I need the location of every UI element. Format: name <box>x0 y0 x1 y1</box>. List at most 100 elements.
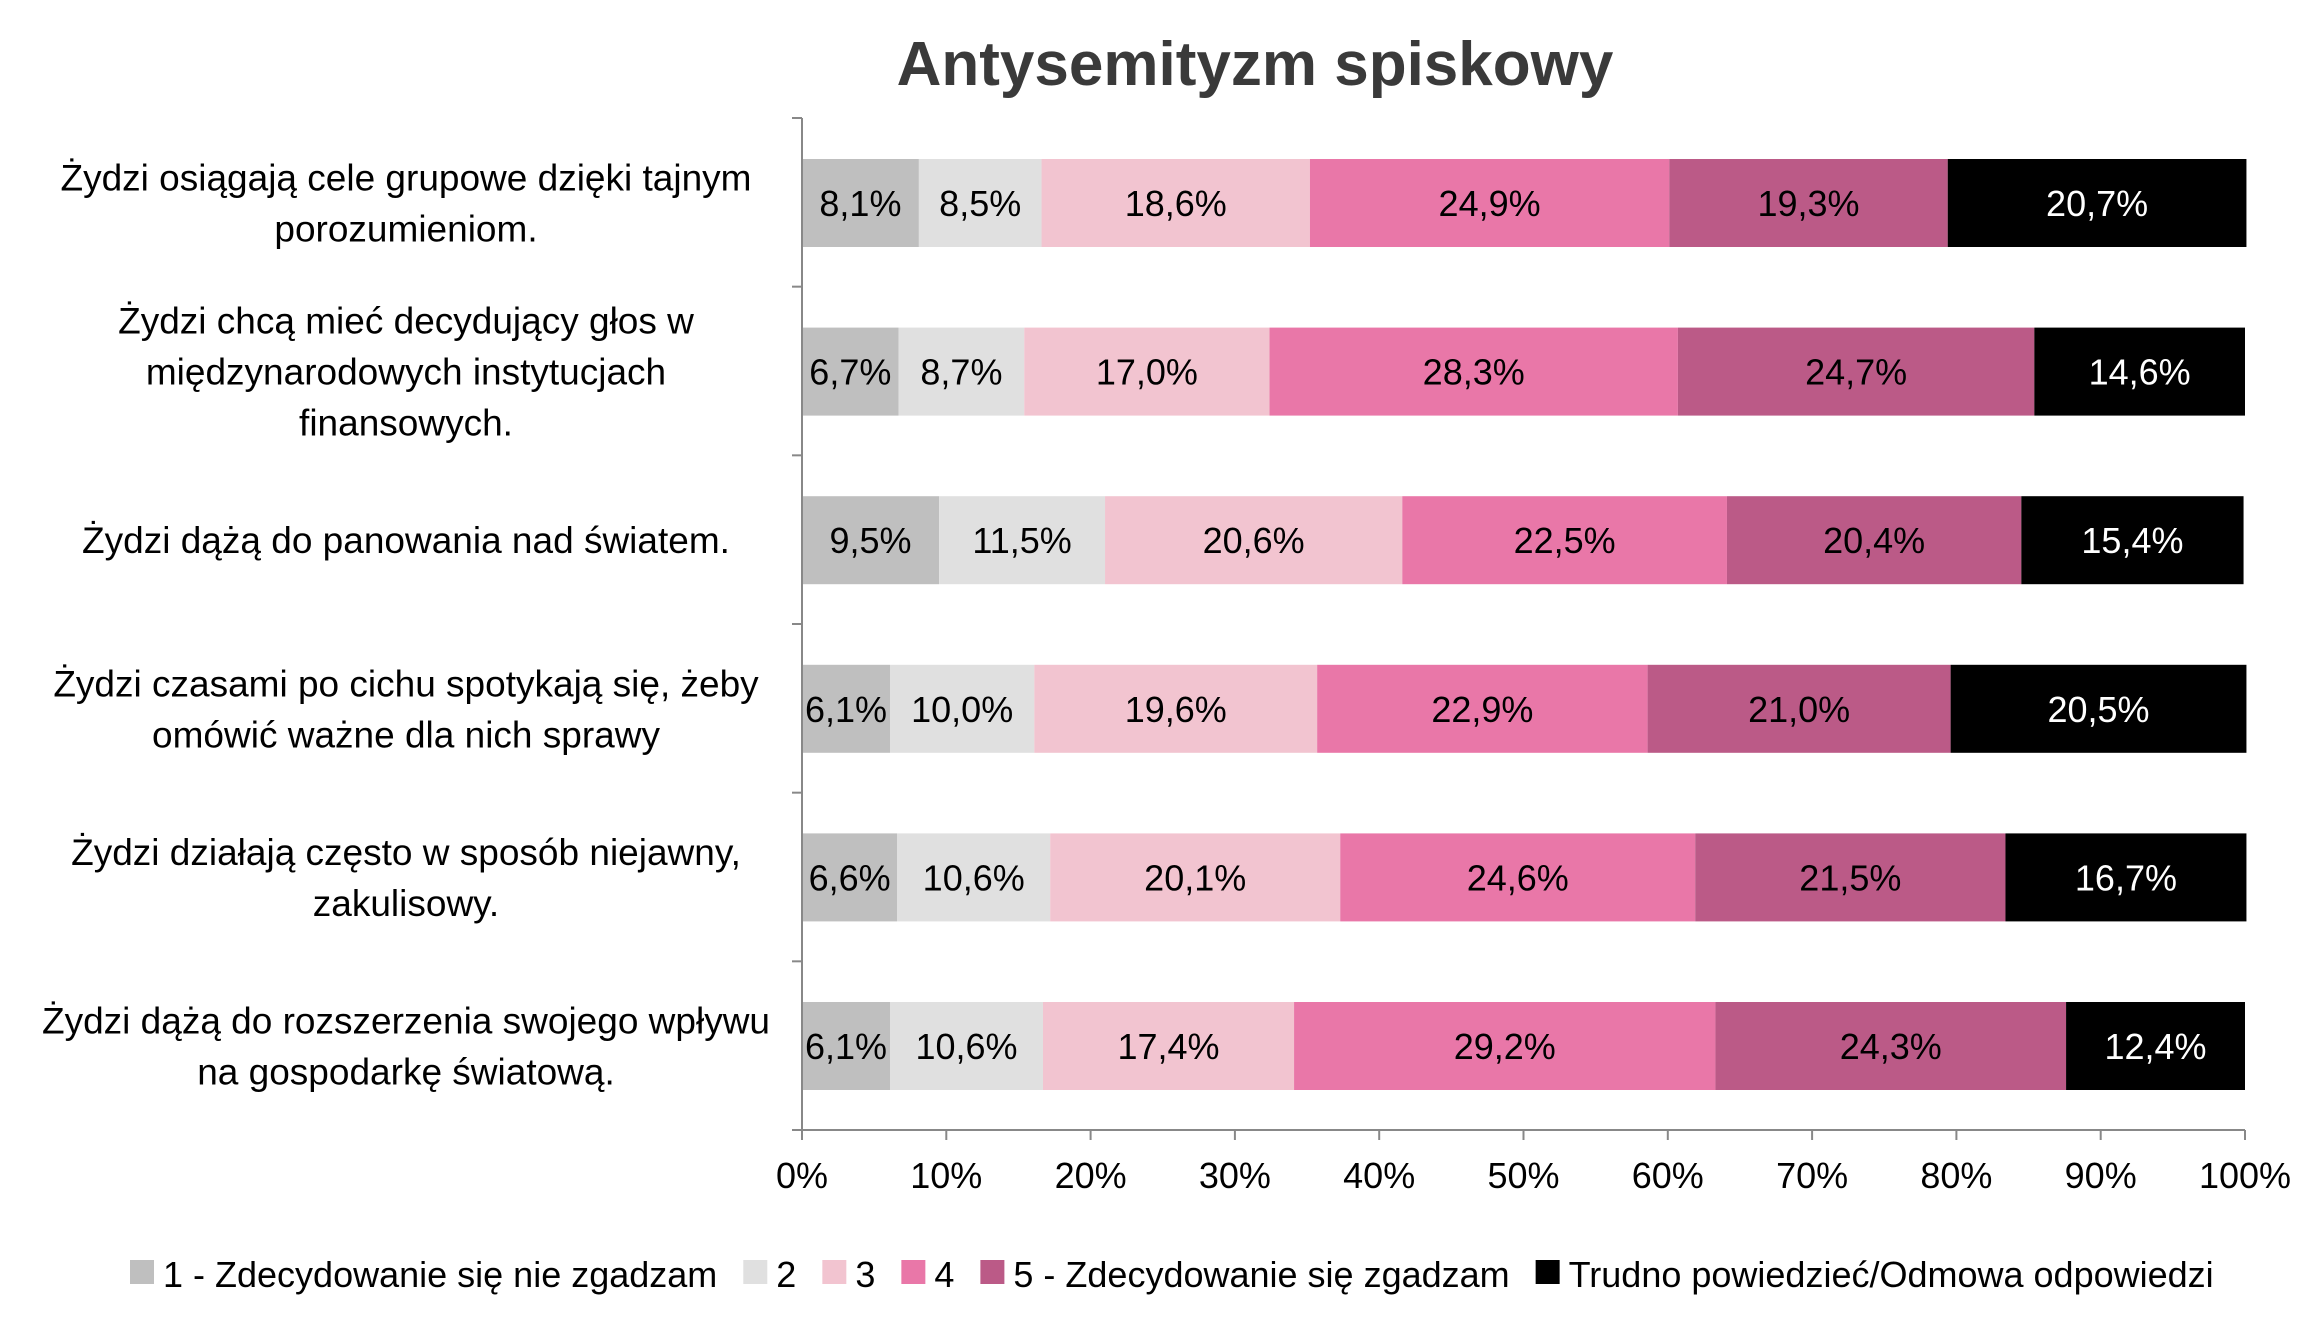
bar-segment <box>1669 159 1948 247</box>
data-label: 28,3% <box>1423 352 1525 393</box>
bar-segment <box>1647 664 1951 753</box>
data-label: 10,6% <box>915 1026 1017 1067</box>
bar-segment <box>1024 327 1270 416</box>
data-label: 8,1% <box>819 183 901 224</box>
x-tick-label: 60% <box>1632 1155 1704 1196</box>
category-label: Żydzi dążą do panowania nad światem. <box>82 520 730 561</box>
legend-swatch <box>980 1260 1005 1284</box>
data-label: 12,4% <box>2104 1026 2206 1067</box>
category-label: zakulisowy. <box>313 883 499 924</box>
bar-segment <box>890 664 1035 753</box>
chart-title: Antysemityzm spiskowy <box>897 30 1614 99</box>
category-label: Żydzi osiągają cele grupowe dzięki tajny… <box>60 158 751 199</box>
legend-label: 3 <box>855 1254 875 1295</box>
bar-segment <box>1317 664 1648 753</box>
bar-segment <box>1269 327 1678 416</box>
x-tick-label: 80% <box>1920 1155 1992 1196</box>
bar-segment <box>2021 496 2244 585</box>
bar-segment <box>1340 833 1696 922</box>
bar-segment <box>1294 1002 1716 1090</box>
bar-segment <box>2066 1002 2245 1090</box>
bar-segment <box>802 496 940 585</box>
data-label: 6,7% <box>809 352 891 393</box>
x-tick-label: 30% <box>1199 1155 1271 1196</box>
x-tick-label: 50% <box>1487 1155 1559 1196</box>
x-tick-label: 100% <box>2199 1155 2291 1196</box>
plot-area: 8,1% 8,5% 18,6% 24,9% 19,3% 20,7% 6,7% 8,7% 17,0… <box>802 159 2247 1090</box>
legend-label: 2 <box>776 1254 796 1295</box>
data-label: 20,1% <box>1144 857 1246 898</box>
legend: 1 - Zdecydowanie się nie zgadzam 2 3 4 5 - Z… <box>130 1254 2214 1295</box>
bar-segment <box>1402 496 1727 585</box>
bar-segment <box>802 327 899 416</box>
data-label: 24,3% <box>1840 1026 1942 1067</box>
x-tick-label: 0% <box>776 1155 828 1196</box>
x-tick-label: 70% <box>1776 1155 1848 1196</box>
bar-segment <box>802 833 898 922</box>
x-tick-label: 20% <box>1055 1155 1127 1196</box>
bar-segment <box>1950 664 2247 753</box>
data-label: 11,5% <box>972 520 1071 561</box>
category-label: Żydzi działają często w sposób niejawny, <box>71 832 741 873</box>
category-label: Żydzi czasami po cichu spotykają się, że… <box>53 663 759 704</box>
bar-segment <box>1041 159 1310 247</box>
x-tick-label: 40% <box>1343 1155 1415 1196</box>
bar-segment <box>1726 496 2022 585</box>
x-tick-label: 90% <box>2065 1155 2137 1196</box>
bar-segment <box>898 327 1025 416</box>
data-label: 10,6% <box>923 857 1025 898</box>
legend-swatch <box>901 1260 926 1284</box>
bar-segment <box>802 159 919 247</box>
category-labels: Żydzi osiągają cele grupowe dzięki tajny… <box>42 158 770 1093</box>
data-label: 16,7% <box>2075 857 2177 898</box>
bar-segment <box>890 1002 1043 1090</box>
data-label: 10,0% <box>911 689 1013 730</box>
bar-segment <box>897 833 1051 922</box>
x-axis: 0% 10% 20% 30% 40% 50% 60% 70% 80% 90% 100% <box>776 117 2291 1196</box>
category-label: Żydzi chcą mieć decydujący głos w <box>118 301 694 342</box>
data-label: 29,2% <box>1454 1026 1556 1067</box>
data-label: 8,7% <box>920 352 1002 393</box>
bar-segment <box>802 664 891 753</box>
legend-swatch <box>1535 1260 1560 1284</box>
data-label: 6,1% <box>805 1026 887 1067</box>
data-label: 24,6% <box>1467 857 1569 898</box>
bar-segment <box>1042 1002 1295 1090</box>
legend-swatch <box>743 1260 768 1284</box>
data-label: 8,5% <box>939 183 1021 224</box>
bar-segment <box>1947 159 2247 247</box>
data-label: 20,7% <box>2046 183 2148 224</box>
legend-swatch <box>130 1260 154 1284</box>
data-label: 19,3% <box>1757 183 1859 224</box>
data-label: 20,5% <box>2047 689 2149 730</box>
data-label: 19,6% <box>1125 689 1227 730</box>
data-label: 6,1% <box>805 689 887 730</box>
category-label: na gospodarkę światową. <box>197 1052 615 1093</box>
data-label: 9,5% <box>830 520 912 561</box>
bar-segment <box>1309 159 1670 247</box>
bar-segment <box>1715 1002 2067 1090</box>
category-label: finansowych. <box>299 403 513 444</box>
data-label: 24,9% <box>1439 183 1541 224</box>
bar-segment <box>939 496 1106 585</box>
legend-label: Trudno powiedzieć/Odmowa odpowiedzi <box>1569 1254 2214 1295</box>
data-label: 22,5% <box>1514 520 1616 561</box>
bar-segment <box>1695 833 2006 922</box>
data-label: 24,7% <box>1805 352 1907 393</box>
category-label: Żydzi dążą do rozszerzenia swojego wpływ… <box>42 1001 770 1042</box>
bar-segment <box>918 159 1042 247</box>
bar-segment <box>1105 496 1403 585</box>
bar-segment <box>2034 327 2245 416</box>
x-tick-label: 10% <box>910 1155 982 1196</box>
bar-segment <box>1050 833 1341 922</box>
data-label: 6,6% <box>809 857 891 898</box>
category-label: omówić ważne dla nich sprawy <box>152 714 660 755</box>
bar-segment <box>802 1002 891 1090</box>
data-label: 20,6% <box>1203 520 1305 561</box>
data-label: 20,4% <box>1823 520 1925 561</box>
bar-segment <box>1677 327 2035 416</box>
data-label: 18,6% <box>1125 183 1227 224</box>
data-label: 17,4% <box>1117 1026 1219 1067</box>
